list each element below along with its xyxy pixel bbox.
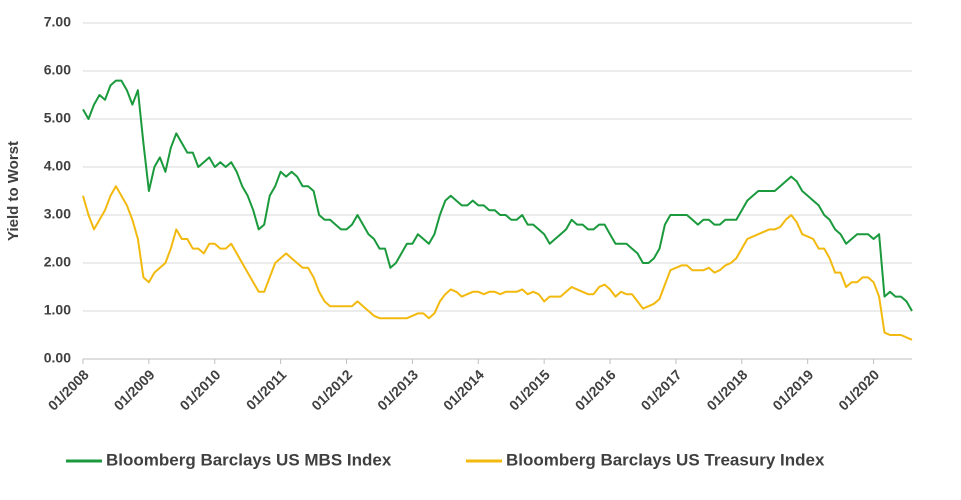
series-line: [82, 185, 913, 341]
y-tick-label: 1.00: [44, 302, 71, 318]
x-tick-label: 01/2018: [703, 366, 750, 413]
legend-label: Bloomberg Barclays US Treasury Index: [506, 450, 825, 469]
y-tick-label: 3.00: [44, 206, 71, 222]
x-tick-label: 01/2008: [45, 366, 92, 413]
x-tick-label: 01/2013: [374, 366, 421, 413]
x-tick-label: 01/2017: [638, 366, 685, 413]
x-tick-label: 01/2015: [506, 366, 553, 413]
y-tick-label: 0.00: [44, 350, 71, 366]
x-tick-label: 01/2016: [572, 366, 619, 413]
y-axis-label: Yield to Worst: [5, 141, 22, 241]
x-tick-label: 01/2012: [308, 366, 355, 413]
x-tick-label: 01/2019: [769, 366, 816, 413]
x-tick-label: 01/2011: [243, 366, 290, 413]
x-tick-label: 01/2020: [835, 366, 882, 413]
y-tick-label: 7.00: [44, 14, 71, 30]
y-tick-label: 2.00: [44, 254, 71, 270]
legend-label: Bloomberg Barclays US MBS Index: [106, 450, 392, 469]
series-line: [82, 79, 913, 312]
y-tick-label: 6.00: [44, 62, 71, 78]
y-tick-label: 4.00: [44, 158, 71, 174]
y-tick-label: 5.00: [44, 110, 71, 126]
x-tick-label: 01/2009: [111, 366, 158, 413]
x-tick-label: 01/2010: [176, 366, 223, 413]
x-tick-label: 01/2014: [440, 366, 487, 413]
